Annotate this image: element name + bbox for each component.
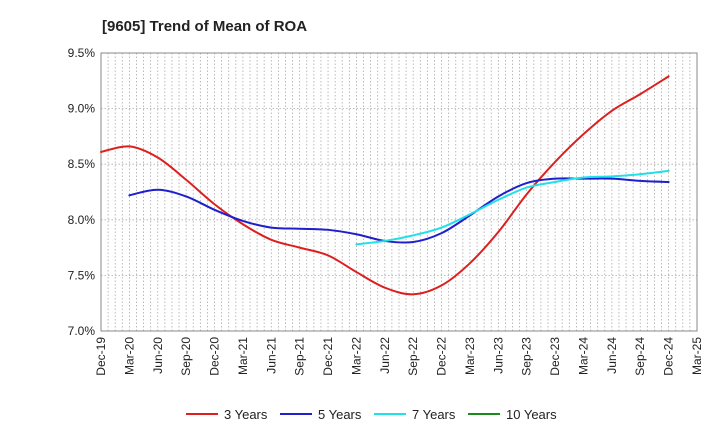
x-tick-labels: Dec-19 Mar-20 Jun-20 Sep-20 Dec-20 Mar-21 Jun-… (94, 337, 704, 376)
series-line-7-years (355, 169, 670, 246)
y-tick-label: 7.5% (68, 268, 96, 282)
x-tick-label: Mar-20 (122, 337, 136, 375)
legend-label-10-years: 10 Years (506, 407, 557, 422)
y-tick-label: 8.5% (68, 157, 96, 171)
x-tick-label: Dec-23 (548, 337, 562, 376)
legend-label-5-years: 5 Years (318, 407, 362, 422)
plot-frame (100, 52, 698, 332)
x-tick-label: Sep-23 (520, 337, 534, 376)
x-tick-label: Jun-23 (491, 337, 505, 374)
x-tick-label: Sep-20 (179, 337, 193, 376)
x-tick-label: Dec-22 (435, 337, 449, 376)
grid-layer (101, 53, 697, 331)
x-tick-label: Dec-20 (208, 337, 222, 376)
x-tick-label: Dec-19 (94, 337, 108, 376)
series-line-3-years (100, 75, 670, 296)
y-tick-labels: 9.5% 9.0% 8.5% 8.0% 7.5% 7.0% (68, 46, 96, 338)
y-tick-label: 7.0% (68, 324, 96, 338)
x-tick-label: Dec-24 (662, 337, 676, 376)
x-tick-label: Jun-24 (605, 337, 619, 374)
series-layer (100, 75, 670, 296)
x-tick-label: Jun-22 (378, 337, 392, 374)
x-tick-label: Sep-22 (406, 337, 420, 376)
legend-label-7-years: 7 Years (412, 407, 456, 422)
x-tick-label: Mar-24 (576, 337, 590, 375)
x-tick-label: Mar-23 (463, 337, 477, 375)
y-tick-label: 8.0% (68, 213, 96, 227)
legend-label-3-years: 3 Years (224, 407, 268, 422)
x-tick-label: Sep-24 (633, 337, 647, 376)
x-tick-label: Jun-20 (151, 337, 165, 374)
x-tick-label: Mar-21 (236, 337, 250, 375)
x-tick-label: Mar-25 (690, 337, 704, 375)
legend: 3 Years 5 Years 7 Years 10 Years (186, 407, 557, 422)
x-tick-label: Mar-22 (349, 337, 363, 375)
x-tick-label: Jun-21 (264, 337, 278, 374)
y-tick-label: 9.5% (68, 46, 96, 60)
y-tick-label: 9.0% (68, 102, 96, 116)
x-tick-label: Dec-21 (321, 337, 335, 376)
chart-title: [9605] Trend of Mean of ROA (102, 18, 307, 35)
x-tick-label: Sep-21 (293, 337, 307, 376)
